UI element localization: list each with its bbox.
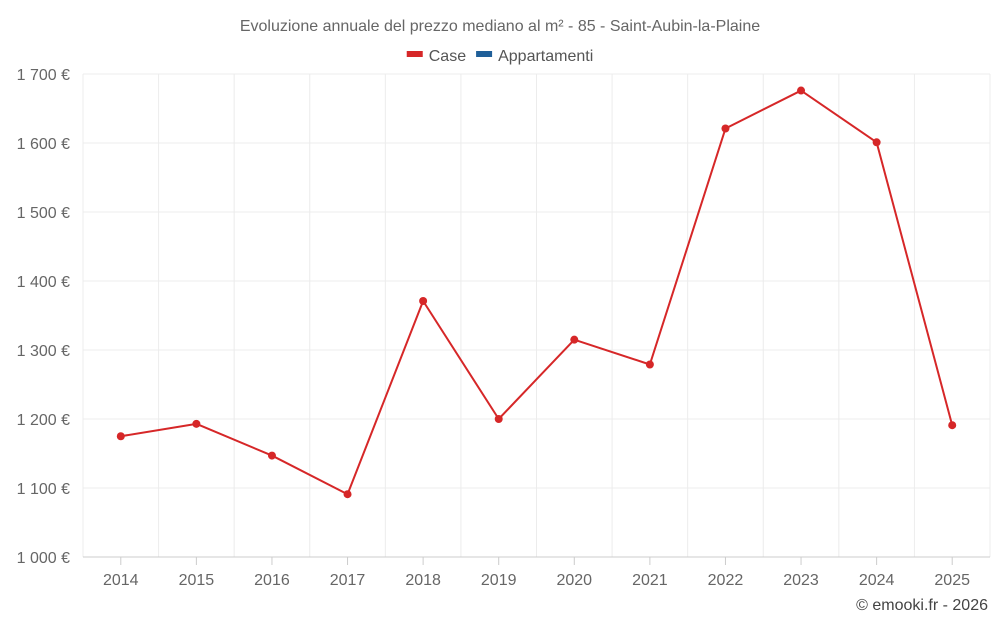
data-point-2017[interactable] (343, 490, 352, 499)
data-point-2016[interactable] (267, 451, 276, 460)
x-tick-label: 2024 (859, 572, 895, 589)
legend-item-appartamenti[interactable]: Appartamenti (476, 48, 593, 65)
x-tick-label: 2023 (783, 572, 819, 589)
data-point-2021[interactable] (645, 360, 654, 369)
data-point-2025[interactable] (948, 421, 957, 430)
y-tick-label: 1 400 € (17, 274, 70, 291)
y-tick-label: 1 300 € (17, 343, 70, 360)
x-tick-label: 2021 (632, 572, 668, 589)
legend: Case Appartamenti (406, 48, 593, 65)
x-tick-label: 2022 (708, 572, 744, 589)
y-tick-label: 1 100 € (17, 481, 70, 498)
y-tick-label: 1 000 € (17, 550, 70, 567)
data-point-2022[interactable] (721, 124, 730, 133)
data-point-2018[interactable] (419, 297, 428, 306)
series-layer (116, 86, 957, 499)
legend-swatch (476, 51, 493, 57)
data-point-2019[interactable] (494, 415, 503, 423)
y-axis: 1 000 € 1 100 € 1 200 € 1 300 € 1 400 € 1 500… (17, 67, 70, 567)
x-tick-label: 2018 (405, 572, 441, 589)
data-point-2024[interactable] (872, 138, 881, 147)
data-point-2014[interactable] (116, 432, 125, 441)
legend-label: Case (429, 48, 466, 65)
legend-swatch (406, 51, 423, 57)
y-tick-label: 1 200 € (17, 412, 70, 429)
x-axis: 2014 2015 2016 2017 2018 2019 2020 2021 2022 2023… (83, 556, 990, 589)
chart-title: Evoluzione annuale del prezzo mediano al… (240, 18, 760, 35)
series-line-case (120, 89, 954, 496)
legend-item-case[interactable]: Case (406, 48, 466, 65)
x-tick-label: 2016 (254, 572, 290, 589)
y-tick-label: 1 500 € (17, 205, 70, 222)
x-tick-label: 2025 (934, 572, 970, 589)
x-tick-label: 2020 (556, 572, 592, 589)
y-tick-label: 1 700 € (17, 67, 70, 84)
x-tick-label: 2015 (179, 572, 215, 589)
legend-label: Appartamenti (498, 48, 593, 65)
x-tick-label: 2017 (330, 572, 366, 589)
grid (82, 73, 991, 557)
x-tick-label: 2014 (103, 572, 139, 589)
data-point-2023[interactable] (797, 86, 806, 95)
x-tick-label: 2019 (481, 572, 517, 589)
data-point-2015[interactable] (192, 419, 201, 428)
data-point-2020[interactable] (570, 335, 579, 344)
y-tick-label: 1 600 € (17, 136, 70, 153)
credit-text: © emooki.fr - 2026 (856, 597, 988, 614)
